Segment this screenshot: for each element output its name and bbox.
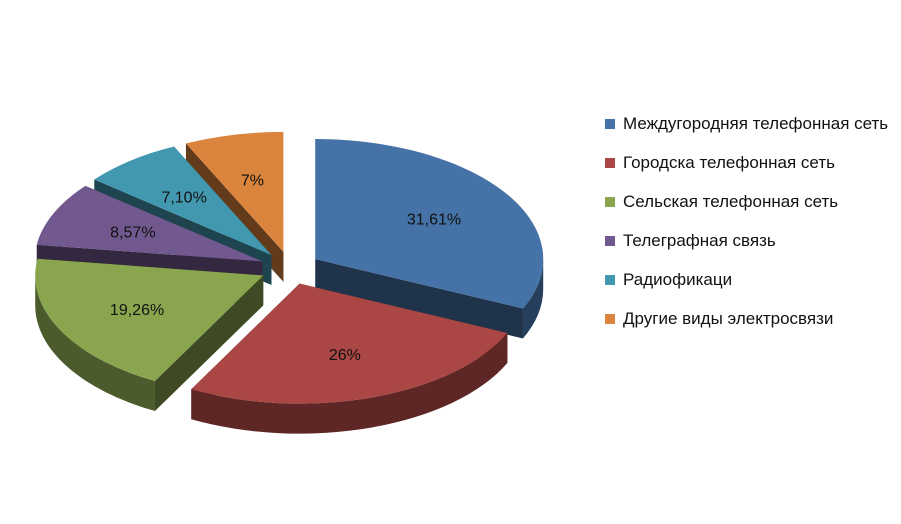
legend-swatch — [605, 236, 615, 246]
legend-swatch — [605, 314, 615, 324]
slice-side — [315, 259, 523, 339]
slice-side — [154, 275, 264, 412]
legend-item: Междугородняя телефонная сеть — [605, 112, 895, 136]
data-label: 7% — [241, 172, 264, 189]
pie-slice — [191, 283, 508, 434]
legend-label: Междугородняя телефонная сеть — [623, 114, 889, 133]
data-label: 8,57% — [110, 225, 155, 242]
legend-swatch — [605, 158, 615, 168]
slice-top — [315, 139, 544, 309]
slice-rim — [35, 275, 155, 412]
legend-item: Другие виды электросвязи — [605, 307, 895, 331]
data-label: 26% — [329, 347, 361, 364]
legend-swatch — [605, 197, 615, 207]
legend-label: Сельская телефонная сеть — [623, 192, 839, 211]
legend-item: Сельская телефонная сеть — [605, 190, 895, 214]
legend-label: Городска телефонная сеть — [623, 153, 835, 172]
legend-item: Радиофикаци — [605, 268, 895, 292]
slice-top — [35, 258, 264, 382]
slice-labels: 31,61% 26% 19,26% 8,57% 7,10% 7% — [110, 172, 461, 364]
slice-rim — [191, 333, 508, 434]
slice-top — [185, 131, 284, 252]
legend-item: Телеграфная связь — [605, 229, 895, 253]
slice-rim — [522, 259, 544, 339]
data-label: 19,26% — [110, 302, 164, 319]
pie-slices — [35, 131, 544, 434]
data-label: 7,10% — [161, 190, 206, 207]
data-label: 31,61% — [407, 212, 461, 229]
legend-item: Городска телефонная сеть — [605, 151, 895, 175]
legend-label: Телеграфная связь — [623, 231, 776, 250]
slice-top — [36, 185, 263, 262]
legend-swatch — [605, 119, 615, 129]
legend-label: Другие виды электросвязи — [623, 309, 834, 328]
legend: Междугородняя телефонная сеть Городска т… — [605, 112, 895, 346]
pie-slice — [315, 139, 544, 339]
legend-swatch — [605, 275, 615, 285]
legend-label: Радиофикаци — [623, 270, 733, 289]
pie-slice — [35, 258, 264, 412]
slice-top — [191, 283, 508, 404]
slice-top — [94, 146, 272, 256]
